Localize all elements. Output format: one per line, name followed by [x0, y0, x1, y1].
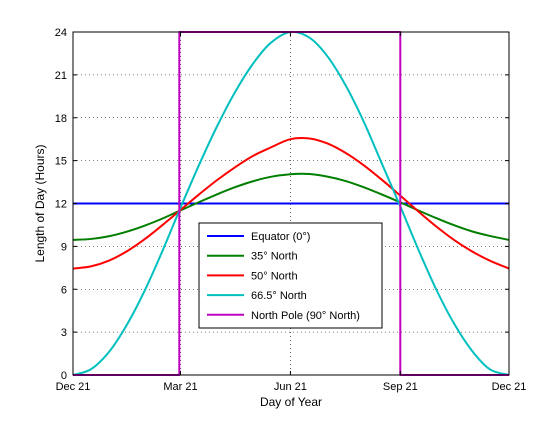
- y-tick-label: 15: [55, 156, 67, 168]
- series-line-2: [72, 136, 510, 270]
- y-tick-label: 12: [55, 199, 67, 211]
- x-tick-label: Dec 21: [492, 381, 527, 393]
- x-tick-label: Dec 21: [56, 381, 91, 393]
- legend-entries: Equator (0°) 35° North 50° North 66.5° Nort…: [207, 231, 360, 322]
- x-tick-label: Sep 21: [383, 381, 418, 393]
- y-tick-label: 6: [61, 284, 67, 296]
- axis-ticks: 0 3 6 9 12 15 18 21 24 Dec 21 Mar 21 Jun 21 Sep 21 De…: [55, 27, 527, 393]
- legend-label: North Pole (90° North): [251, 310, 360, 322]
- y-tick-label: 9: [61, 241, 67, 253]
- y-tick-label: 0: [61, 370, 67, 382]
- y-tick-label: 24: [55, 27, 67, 39]
- legend-label: 66.5° North: [251, 290, 307, 302]
- x-tick-label: Jun 21: [274, 381, 307, 393]
- y-tick-label: 21: [55, 70, 67, 82]
- legend: Equator (0°) 35° North 50° North 66.5° Nort…: [198, 222, 383, 329]
- legend-label: 50° North: [251, 270, 298, 282]
- x-axis-label: Day of Year: [260, 395, 322, 409]
- series-line-1: [72, 172, 510, 241]
- legend-label: 35° North: [251, 251, 298, 263]
- x-tick-label: Mar 21: [163, 381, 197, 393]
- y-tick-label: 18: [55, 113, 67, 125]
- legend-label: Equator (0°): [251, 231, 310, 243]
- y-tick-label: 3: [61, 327, 67, 339]
- y-axis-label: Length of Day (Hours): [33, 144, 47, 262]
